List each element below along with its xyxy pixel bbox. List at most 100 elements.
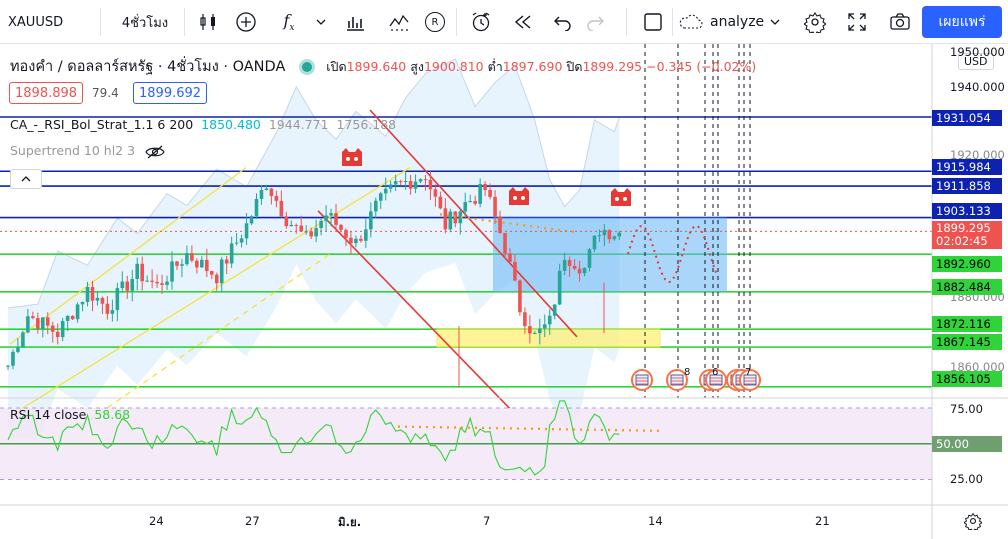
price-tick: 1920.000 [950,148,1005,162]
axis-settings-button[interactable] [962,510,984,532]
economic-event-icon [666,369,688,391]
rsi-legend[interactable]: RSI 14 close 58.68 [10,407,130,422]
candle-body [165,281,169,285]
alert-button[interactable] [464,6,498,38]
candle-body [364,229,368,241]
low-label: ต่ำ [487,59,503,74]
replay-button[interactable] [506,6,540,38]
templates-button[interactable] [382,6,416,38]
level-label[interactable]: 1892.960 [932,256,1002,272]
price-tick: 1950.000 [950,45,1005,59]
rsi-value: 58.68 [94,407,131,422]
candle-body [155,281,159,284]
candle-body [105,303,110,314]
currency-button[interactable]: USD [958,53,994,70]
candle-body [140,263,144,282]
candle-body [438,196,443,209]
candle-body [6,365,10,367]
signal-marker-shape [342,148,362,166]
function-dropdown[interactable] [312,6,330,38]
indicators-button[interactable] [230,6,262,38]
interval-button[interactable]: 4ชั่วโมง [112,6,178,38]
signal-marker-eye [354,157,358,161]
chevron-up-icon [21,176,31,182]
level-label[interactable]: 1903.133 [932,203,1002,219]
level-label[interactable]: 1867.145 [932,334,1002,350]
spread-value: 79.4 [92,86,119,100]
redo-button[interactable] [580,6,610,38]
candle-body [205,259,209,272]
drawings [9,44,751,428]
buy-button[interactable]: 1899.692 [133,82,208,104]
expand-button[interactable] [842,6,872,38]
level-label[interactable]: 1915.984 [932,159,1002,175]
close-label: ปิด [566,59,583,74]
sell-button[interactable]: 1898.898 [9,82,84,104]
candle-body [473,201,477,204]
symbol-search-button[interactable]: XAUUSD [8,6,88,38]
event-count: 8 [684,367,691,378]
signal-marker-eye [513,196,517,200]
candle-body [125,281,130,291]
overlays [0,148,932,391]
time-tick: 27 [245,514,260,528]
candle-body [55,331,60,338]
candle-body [592,235,597,250]
level-label[interactable]: 1856.105 [932,371,1002,387]
cloud-icon [679,14,703,29]
collapse-legend-button[interactable] [10,169,42,189]
candle-body [284,216,289,227]
strategy-value-2: 1944.771 [268,117,329,132]
us-flag-icon [635,374,649,386]
channel-mid [79,253,331,428]
candle-body [269,188,274,196]
candle-body [95,297,100,301]
candle-body [518,280,522,313]
replay-badge: R [425,12,445,32]
undo-button[interactable] [548,6,578,38]
us-flag-stripes [744,377,756,385]
level-label[interactable]: 1882.484 [932,279,1002,295]
chart-type-button[interactable] [338,6,372,38]
high-label: สูง [410,59,424,74]
candle-body [110,310,115,314]
bar-chart-icon [347,17,364,31]
publish-button[interactable]: เผยแพร่ [922,6,1002,38]
time-tick: มิ.ย. [338,515,362,529]
candle-body [373,200,378,212]
level-label[interactable]: 1931.054 [932,110,1002,126]
candle-body [458,211,463,224]
supertrend-legend[interactable]: Supertrend 10 hl2 3 [10,143,165,159]
indicator-templates-icon [389,14,409,31]
layout-name-label: analyze [710,14,765,30]
candles [6,171,622,388]
strategy-legend[interactable]: CA_-_RSI_Bol_Strat_1.1 6 200 1850.480 19… [10,117,396,132]
candles-style-button[interactable] [192,6,224,38]
function-button[interactable]: fx [272,6,306,38]
candle-body [219,259,224,284]
replay-badge-button[interactable]: R [422,6,448,38]
candle-body [65,315,70,321]
low-value: 1897.690 [502,59,563,74]
level-label[interactable]: 1911.858 [932,178,1002,194]
signal-marker-icon [342,148,362,166]
candle-body [190,253,194,261]
snapshot-button[interactable] [884,6,916,38]
chart-background [7,58,620,439]
level-label[interactable]: 1872.116 [932,316,1002,332]
candle-body [289,224,294,227]
chart-area[interactable] [0,44,1008,539]
layout-name-button[interactable]: analyze [678,6,788,38]
candle-body [185,253,189,265]
bollinger-band-fill [8,58,620,439]
candle-body [413,181,418,189]
candle-body [75,304,80,320]
eye-crossed-icon[interactable] [145,145,165,159]
fullscreen-toggle-button[interactable] [638,6,668,38]
signal-marker-icon [509,187,529,205]
candle-body [408,181,413,189]
current-price-label[interactable]: 1899.295 02:02:45 [932,221,1002,249]
instrument-title: ทองคำ / ดอลลาร์สหรัฐ · 4ชั่วโมง · OANDA [10,59,286,75]
settings-button[interactable] [800,6,830,38]
candle-body [468,201,473,203]
